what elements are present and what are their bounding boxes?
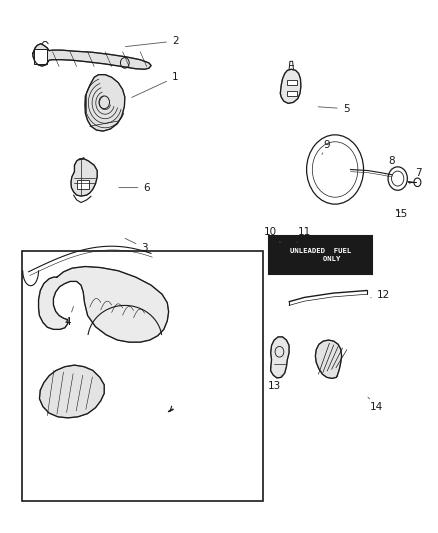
Text: 9: 9 — [322, 140, 330, 155]
Bar — [77, 180, 89, 189]
Polygon shape — [280, 69, 301, 103]
Text: 1: 1 — [132, 72, 179, 98]
Text: 13: 13 — [268, 376, 281, 391]
Polygon shape — [315, 340, 342, 378]
Polygon shape — [39, 266, 169, 342]
Text: 3: 3 — [125, 238, 148, 253]
Bar — [22, 251, 263, 501]
Bar — [34, 49, 47, 64]
Text: 12: 12 — [371, 290, 390, 300]
Polygon shape — [85, 75, 125, 131]
Text: 5: 5 — [318, 104, 350, 114]
Bar — [287, 91, 297, 96]
Text: 2: 2 — [125, 36, 179, 46]
Polygon shape — [71, 159, 97, 196]
Text: 14: 14 — [368, 397, 383, 411]
Text: 15: 15 — [395, 209, 408, 219]
Text: 4: 4 — [64, 306, 74, 327]
Text: 10: 10 — [264, 227, 280, 243]
Polygon shape — [33, 44, 151, 69]
Polygon shape — [39, 365, 104, 418]
Polygon shape — [271, 337, 289, 378]
Text: 7: 7 — [410, 168, 422, 184]
Text: 8: 8 — [389, 156, 396, 171]
Text: 11: 11 — [297, 227, 311, 243]
Bar — [269, 236, 372, 274]
Text: 6: 6 — [119, 183, 150, 192]
Text: UNLEADED  FUEL
     ONLY: UNLEADED FUEL ONLY — [290, 248, 351, 262]
Bar — [287, 80, 297, 85]
